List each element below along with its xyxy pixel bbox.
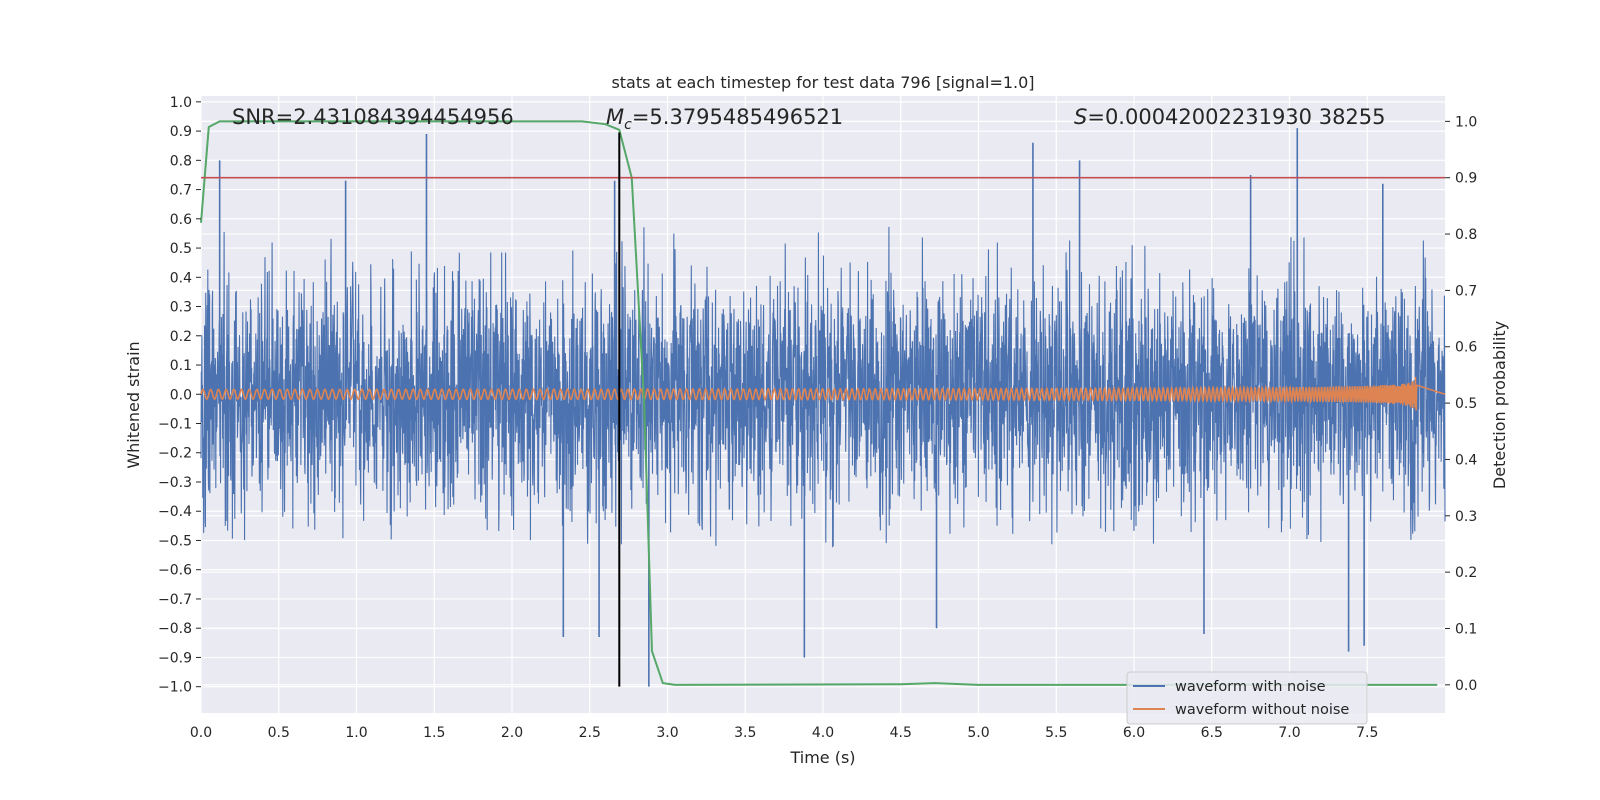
x-tick-label: 1.0 [345, 725, 367, 741]
y-tick-label: −0.7 [158, 592, 192, 608]
x-tick-label: 1.5 [423, 725, 445, 741]
y2-tick-label: 0.6 [1455, 340, 1477, 356]
y-tick-label: −0.5 [158, 533, 192, 549]
s-annotation: S=0.00042002231930 38255 [1074, 105, 1386, 129]
legend-label-without-noise: waveform without noise [1175, 702, 1349, 718]
y-tick-label: −1.0 [158, 680, 192, 696]
x-tick-label: 2.0 [501, 725, 523, 741]
chirp-mass-value: =5.3795485496521 [632, 105, 843, 129]
y2-tick-label: 1.0 [1455, 114, 1477, 130]
x-tick-label: 3.0 [656, 725, 678, 741]
probability-line [200, 120, 1438, 686]
x-tick-label: 2.5 [579, 725, 601, 741]
x-tick-label: 5.0 [967, 725, 989, 741]
chirp-mass-subscript: c [624, 117, 632, 133]
y-tick-label: −0.8 [158, 621, 192, 637]
legend: waveform with noise waveform without noi… [1126, 671, 1368, 725]
y-tick-label: 0.1 [170, 358, 192, 374]
y-tick-label: −0.6 [158, 563, 192, 579]
y2-tick-label: 0.2 [1455, 565, 1477, 581]
y2-tick-label: 0.3 [1455, 509, 1477, 525]
legend-box [1126, 671, 1368, 725]
y-tick-label: 0.6 [170, 212, 192, 228]
s-value: =0.00042002231930 38255 [1087, 105, 1385, 129]
y2-tick-label: 0.1 [1455, 621, 1477, 637]
y2-tick-label: 0.0 [1455, 678, 1477, 694]
x-tick-label: 0.5 [268, 725, 290, 741]
y2-tick-label: 0.5 [1455, 396, 1477, 412]
x-axis-label: Time (s) [789, 748, 855, 767]
clean-waveform-line [200, 376, 1446, 411]
x-tick-label: 7.0 [1278, 725, 1300, 741]
chirp-mass-annotation: Mc=5.3795485496521 [606, 105, 843, 133]
snr-annotation: SNR=2.431084394454956 [232, 105, 514, 129]
y-tick-label: −0.9 [158, 650, 192, 666]
y-tick-label: 0.3 [170, 300, 192, 316]
y-tick-label: 0.7 [170, 183, 192, 199]
x-tick-label: 5.5 [1045, 725, 1067, 741]
series-waveform-with-noise [200, 128, 1446, 687]
y-tick-label: 1.0 [170, 95, 192, 111]
y-tick-label: 0.9 [170, 124, 192, 140]
y-tick-label: 0.8 [170, 153, 192, 169]
chart-title: stats at each timestep for test data 796… [611, 73, 1034, 92]
y2-axis-ticks: 0.0 0.1 0.2 0.3 0.4 0.5 0.6 0.7 0.8 0.9 1.0 [1445, 114, 1477, 694]
chirp-mass-symbol: M [606, 105, 624, 129]
y-tick-label: −0.2 [158, 446, 192, 462]
y2-tick-label: 0.7 [1455, 283, 1477, 299]
y-tick-label: 0.5 [170, 241, 192, 257]
y-axis-label: Whitened strain [124, 341, 143, 468]
series-waveform-without-noise [200, 376, 1446, 411]
x-tick-label: 4.5 [890, 725, 912, 741]
y-tick-label: −0.3 [158, 475, 192, 491]
y-tick-label: 0.2 [170, 329, 192, 345]
x-tick-label: 3.5 [734, 725, 756, 741]
reference-lines [201, 132, 1445, 687]
y2-tick-label: 0.9 [1455, 171, 1477, 187]
x-tick-label: 4.0 [812, 725, 834, 741]
y-axis-ticks: −1.0 −0.9 −0.8 −0.7 −0.6 −0.5 −0.4 −0.3 −0.2 −0.1… [158, 95, 201, 696]
x-tick-label: 6.5 [1201, 725, 1223, 741]
y-tick-label: 0.4 [170, 270, 192, 286]
y-tick-label: −0.4 [158, 504, 192, 520]
y-tick-label: 0.0 [170, 387, 192, 403]
x-axis-ticks: 0.0 0.5 1.0 1.5 2.0 2.5 3.0 3.5 4.0 4.5 5.0 5.5 6.0 6… [190, 725, 1379, 741]
y-tick-label: −0.1 [158, 417, 192, 433]
y2-tick-label: 0.8 [1455, 227, 1477, 243]
legend-label-with-noise: waveform with noise [1175, 679, 1326, 695]
x-tick-label: 6.0 [1123, 725, 1145, 741]
x-tick-label: 0.0 [190, 725, 212, 741]
x-tick-label: 7.5 [1356, 725, 1378, 741]
series-detection-probability [200, 120, 1438, 686]
noisy-waveform-line [200, 226, 1446, 548]
s-symbol: S [1074, 105, 1087, 129]
y2-tick-label: 0.4 [1455, 452, 1477, 468]
y2-axis-label: Detection probability [1490, 321, 1509, 489]
